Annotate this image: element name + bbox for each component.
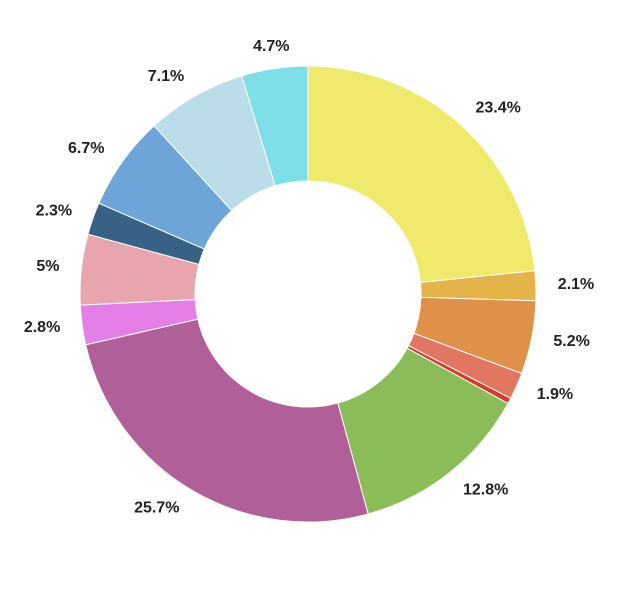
slice-label-5: 12.8% bbox=[463, 481, 508, 498]
slice-label-6: 25.7% bbox=[134, 500, 179, 517]
slice-label-7: 2.8% bbox=[24, 319, 60, 336]
slice-label-0: 23.4% bbox=[476, 100, 521, 117]
slice-label-10: 6.7% bbox=[68, 140, 104, 157]
donut-slice-0 bbox=[307, 65, 536, 284]
slice-label-1: 2.1% bbox=[558, 276, 594, 293]
donut-slice-6 bbox=[85, 318, 369, 523]
slice-label-11: 7.1% bbox=[148, 68, 184, 85]
slice-label-12: 4.7% bbox=[253, 38, 289, 55]
slice-label-2: 5.2% bbox=[553, 333, 589, 350]
slice-label-9: 2.3% bbox=[36, 202, 72, 219]
slice-label-8: 5% bbox=[36, 258, 59, 275]
slice-label-3: 1.9% bbox=[537, 386, 573, 403]
donut-slice-12 bbox=[241, 65, 309, 187]
